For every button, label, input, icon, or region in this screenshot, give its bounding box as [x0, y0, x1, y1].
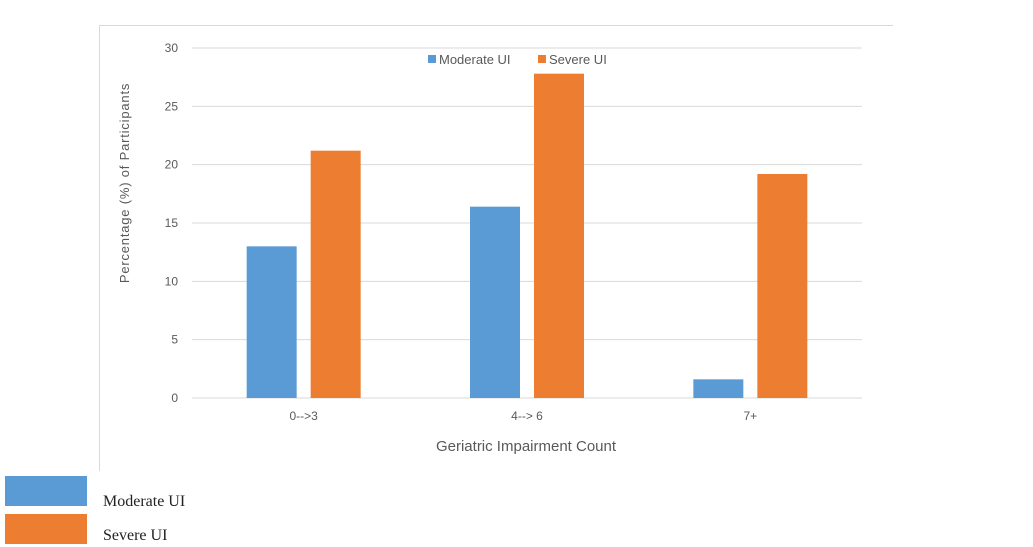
legend-swatch: [428, 55, 436, 63]
chart-frame-top: [99, 25, 893, 26]
legend-label: Severe UI: [549, 52, 607, 67]
bar-moderate-ui-1: [470, 206, 520, 398]
x-axis-label: Geriatric Impairment Count: [436, 438, 617, 455]
y-tick-label: 5: [171, 333, 178, 347]
y-tick-label: 15: [165, 216, 179, 230]
bar-severe-ui-0: [310, 150, 361, 398]
x-tick-labels: 0-->3 4--> 6 7+: [289, 409, 757, 423]
y-tick-label: 30: [165, 41, 179, 55]
chart-frame-left: [99, 25, 100, 471]
y-axis-label: Percentage (%) of Participants: [117, 83, 132, 283]
bar-moderate-ui-0: [246, 246, 297, 398]
legend-label: Moderate UI: [439, 52, 511, 67]
bottom-legend-swatch-moderate: [5, 476, 87, 506]
chart-legend: Moderate UI Severe UI: [428, 52, 607, 67]
gridlines: [192, 47, 862, 399]
y-tick-label: 0: [171, 391, 178, 405]
x-tick-label: 7+: [743, 409, 757, 423]
y-tick-label: 25: [165, 99, 179, 113]
bars: [246, 73, 808, 399]
bar-severe-ui-1: [534, 73, 584, 399]
bottom-legend-swatch-severe: [5, 514, 87, 544]
x-tick-label: 0-->3: [289, 409, 318, 423]
bottom-legend-label-severe: Severe UI: [103, 527, 168, 544]
x-tick-label: 4--> 6: [511, 409, 543, 423]
bar-moderate-ui-2: [693, 379, 744, 398]
y-tick-labels: 0 5 10 15 20 25 30: [165, 41, 179, 405]
bottom-legend-label-moderate: Moderate UI: [103, 493, 186, 510]
y-tick-label: 10: [165, 274, 179, 288]
legend-swatch: [538, 55, 546, 63]
bar-severe-ui-2: [757, 174, 808, 398]
y-tick-label: 20: [165, 158, 179, 172]
